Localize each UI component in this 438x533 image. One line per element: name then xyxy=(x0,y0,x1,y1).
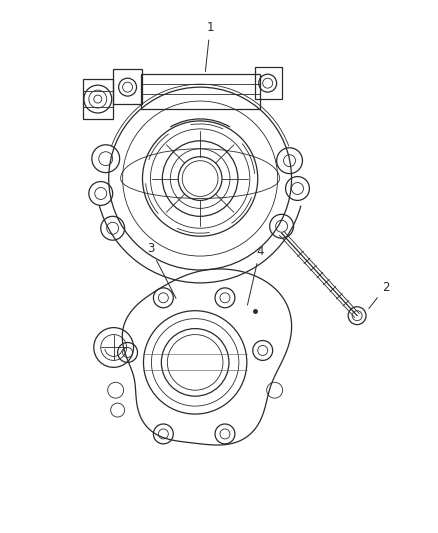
Text: 1: 1 xyxy=(205,21,214,71)
Text: 3: 3 xyxy=(147,242,176,298)
Text: 4: 4 xyxy=(247,245,264,305)
Text: 2: 2 xyxy=(369,281,389,309)
